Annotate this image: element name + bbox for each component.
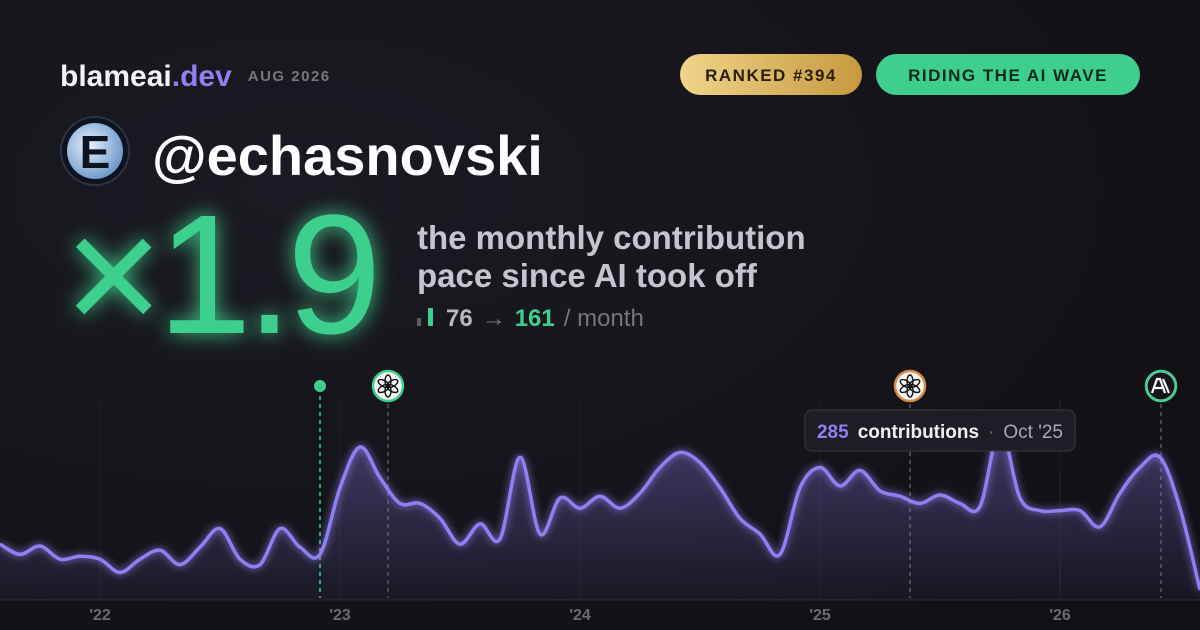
brand-name: blameai xyxy=(60,60,172,93)
tooltip-text: contributions xyxy=(858,422,979,443)
event-icon xyxy=(893,369,927,403)
stat-icon xyxy=(417,318,421,326)
x-tick-label: '26 xyxy=(1049,607,1071,624)
tooltip-box xyxy=(804,409,1076,452)
description-line: the monthly contribution xyxy=(417,219,806,256)
brand-tld: .dev xyxy=(172,60,232,93)
x-tick-label: '24 xyxy=(569,607,591,624)
stat-text: → xyxy=(482,305,506,332)
date: AUG 2026 xyxy=(248,68,331,85)
stat-icon xyxy=(428,308,433,326)
x-tick-label: '25 xyxy=(809,607,831,624)
chart: '22 '23 '24 '25 '26 285 contributions · Oct '25 xyxy=(0,369,1200,624)
icon-glyph xyxy=(1150,377,1171,394)
multiplier: ×1.9 xyxy=(64,180,376,370)
event-dot xyxy=(314,380,326,392)
status-badge-text: RIDING THE AI WAVE xyxy=(908,66,1108,85)
tooltip-text: Oct '25 xyxy=(1003,422,1063,443)
x-tick-label: '22 xyxy=(89,607,111,624)
area xyxy=(0,428,1200,600)
stat-text: 76 xyxy=(446,305,473,332)
icon-petal xyxy=(377,378,390,389)
status-badge xyxy=(876,54,1140,95)
rank-badge xyxy=(680,54,862,95)
event-icon xyxy=(371,369,405,403)
rank-badge-text: RANKED #394 xyxy=(705,66,837,85)
description-line: pace since AI took off xyxy=(417,257,758,294)
icon-petal xyxy=(899,378,912,389)
event-icon-dark xyxy=(1147,372,1175,400)
stat-text: / month xyxy=(564,305,644,332)
avatar-letter: E xyxy=(80,126,111,178)
tooltip-text: 285 xyxy=(817,422,849,443)
handle: @echasnovski xyxy=(152,124,543,187)
avatar-inner xyxy=(67,123,123,179)
tooltip: 285 contributions · Oct '25 xyxy=(804,409,1076,452)
x-tick-label: '23 xyxy=(329,607,351,624)
stat-text: 161 xyxy=(515,305,555,332)
tooltip-text: · xyxy=(988,422,994,443)
